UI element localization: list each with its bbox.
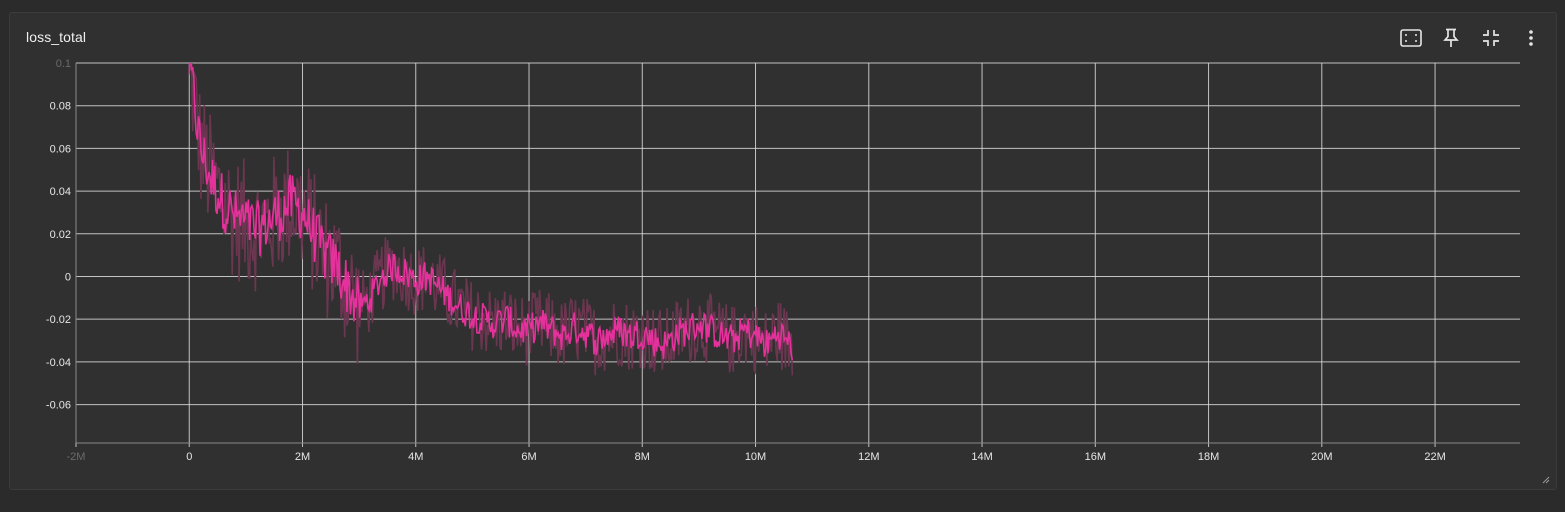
y-tick-label: -0.06 bbox=[46, 400, 71, 412]
x-tick-label: 12M bbox=[858, 451, 879, 463]
y-tick-label: 0 bbox=[65, 271, 71, 283]
y-tick-label: 0.06 bbox=[50, 143, 71, 155]
x-tick-label: 2M bbox=[295, 451, 310, 463]
collapse-icon bbox=[1483, 30, 1499, 46]
scalar-card: loss_total -2M 0 2M 4M 6M 8M 10M 12M 14M 16M 18M 20 bbox=[9, 12, 1557, 490]
collapse-button[interactable] bbox=[1474, 25, 1508, 51]
x-tick-label: 22M bbox=[1424, 451, 1445, 463]
x-tick-label: 4M bbox=[408, 451, 423, 463]
more-vertical-icon bbox=[1529, 30, 1533, 46]
x-tick-label: 8M bbox=[635, 451, 650, 463]
pin-icon bbox=[1443, 28, 1459, 47]
y-tick-label: 0.04 bbox=[50, 186, 71, 198]
y-tick-label: 0.1 bbox=[56, 58, 71, 70]
card-title: loss_total bbox=[26, 29, 87, 45]
x-tick-label: 20M bbox=[1311, 451, 1332, 463]
y-tick-label: 0.02 bbox=[50, 229, 71, 241]
y-tick-label: -0.02 bbox=[46, 314, 71, 326]
x-tick-label: 18M bbox=[1198, 451, 1219, 463]
pin-button[interactable] bbox=[1434, 25, 1468, 51]
card-toolbar bbox=[1394, 25, 1548, 51]
fit-to-data-icon bbox=[1400, 29, 1422, 47]
y-tick-label: -0.04 bbox=[46, 357, 71, 369]
fit-domain-button[interactable] bbox=[1394, 25, 1428, 51]
y-tick-label: 0.08 bbox=[50, 101, 71, 113]
x-tick-label: 0 bbox=[186, 451, 192, 463]
x-tick-label: 14M bbox=[971, 451, 992, 463]
x-tick-label: -2M bbox=[67, 451, 86, 463]
raw-series-line bbox=[190, 63, 794, 376]
x-tick-label: 10M bbox=[745, 451, 766, 463]
x-tick-label: 6M bbox=[521, 451, 536, 463]
smoothed-series-line bbox=[188, 63, 794, 361]
x-tick-label: 16M bbox=[1085, 451, 1106, 463]
resize-handle-icon[interactable] bbox=[1540, 474, 1550, 484]
more-menu-button[interactable] bbox=[1514, 25, 1548, 51]
line-chart[interactable]: -2M 0 2M 4M 6M 8M 10M 12M 14M 16M 18M 20M 22M -0.06 -0… bbox=[10, 13, 1556, 489]
